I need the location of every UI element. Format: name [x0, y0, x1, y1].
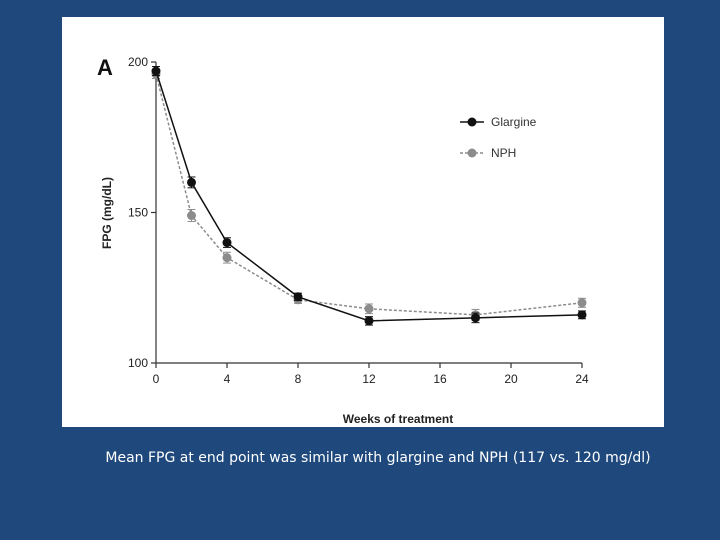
x-tick-label: 16: [433, 372, 447, 386]
legend-label: NPH: [491, 146, 516, 160]
x-tick-label: 24: [575, 372, 589, 386]
legend-label: Glargine: [491, 115, 537, 129]
series-line-nph: [155, 73, 583, 316]
data-point-glargine: [293, 292, 303, 302]
x-tick-label: 0: [153, 372, 160, 386]
legend-item-glargine: Glargine: [460, 115, 537, 129]
legend-item-nph: NPH: [460, 146, 516, 160]
data-point-glargine: [471, 313, 480, 323]
data-point-nph: [577, 298, 587, 308]
legend: Glargine NPH: [460, 115, 537, 160]
y-tick-label: 200: [128, 55, 148, 69]
data-point-glargine: [577, 310, 587, 320]
legend-marker: [467, 148, 477, 158]
x-tick-label: 20: [504, 372, 518, 386]
data-point-glargine: [151, 66, 161, 76]
x-axis-label: Weeks of treatment: [343, 412, 453, 426]
chart-panel: A 0 4 8 12 16 20 24 100 150 200 FPG (mg/dL) Weeks…: [62, 17, 664, 427]
legend-marker: [467, 117, 477, 127]
data-point-nph: [222, 253, 232, 263]
data-point-nph: [364, 304, 374, 314]
series-glargine: [151, 66, 587, 326]
fpg-line-chart: A 0 4 8 12 16 20 24 100 150 200 FPG (mg/dL) Weeks…: [97, 55, 589, 426]
slide-caption: Mean FPG at end point was similar with g…: [105, 450, 651, 466]
data-point-glargine: [187, 177, 196, 187]
data-point-glargine: [364, 316, 374, 326]
y-axis-label: FPG (mg/dL): [100, 177, 114, 249]
data-point-nph: [187, 211, 196, 221]
panel-label: A: [97, 55, 113, 80]
x-tick-label: 8: [295, 372, 302, 386]
x-tick-label: 12: [362, 372, 376, 386]
y-tick-label: 100: [128, 356, 148, 370]
series-line-glargine: [155, 70, 583, 322]
y-tick-label: 150: [128, 206, 148, 220]
series-nph: [151, 69, 587, 321]
data-point-glargine: [222, 238, 232, 248]
x-tick-label: 4: [224, 372, 231, 386]
